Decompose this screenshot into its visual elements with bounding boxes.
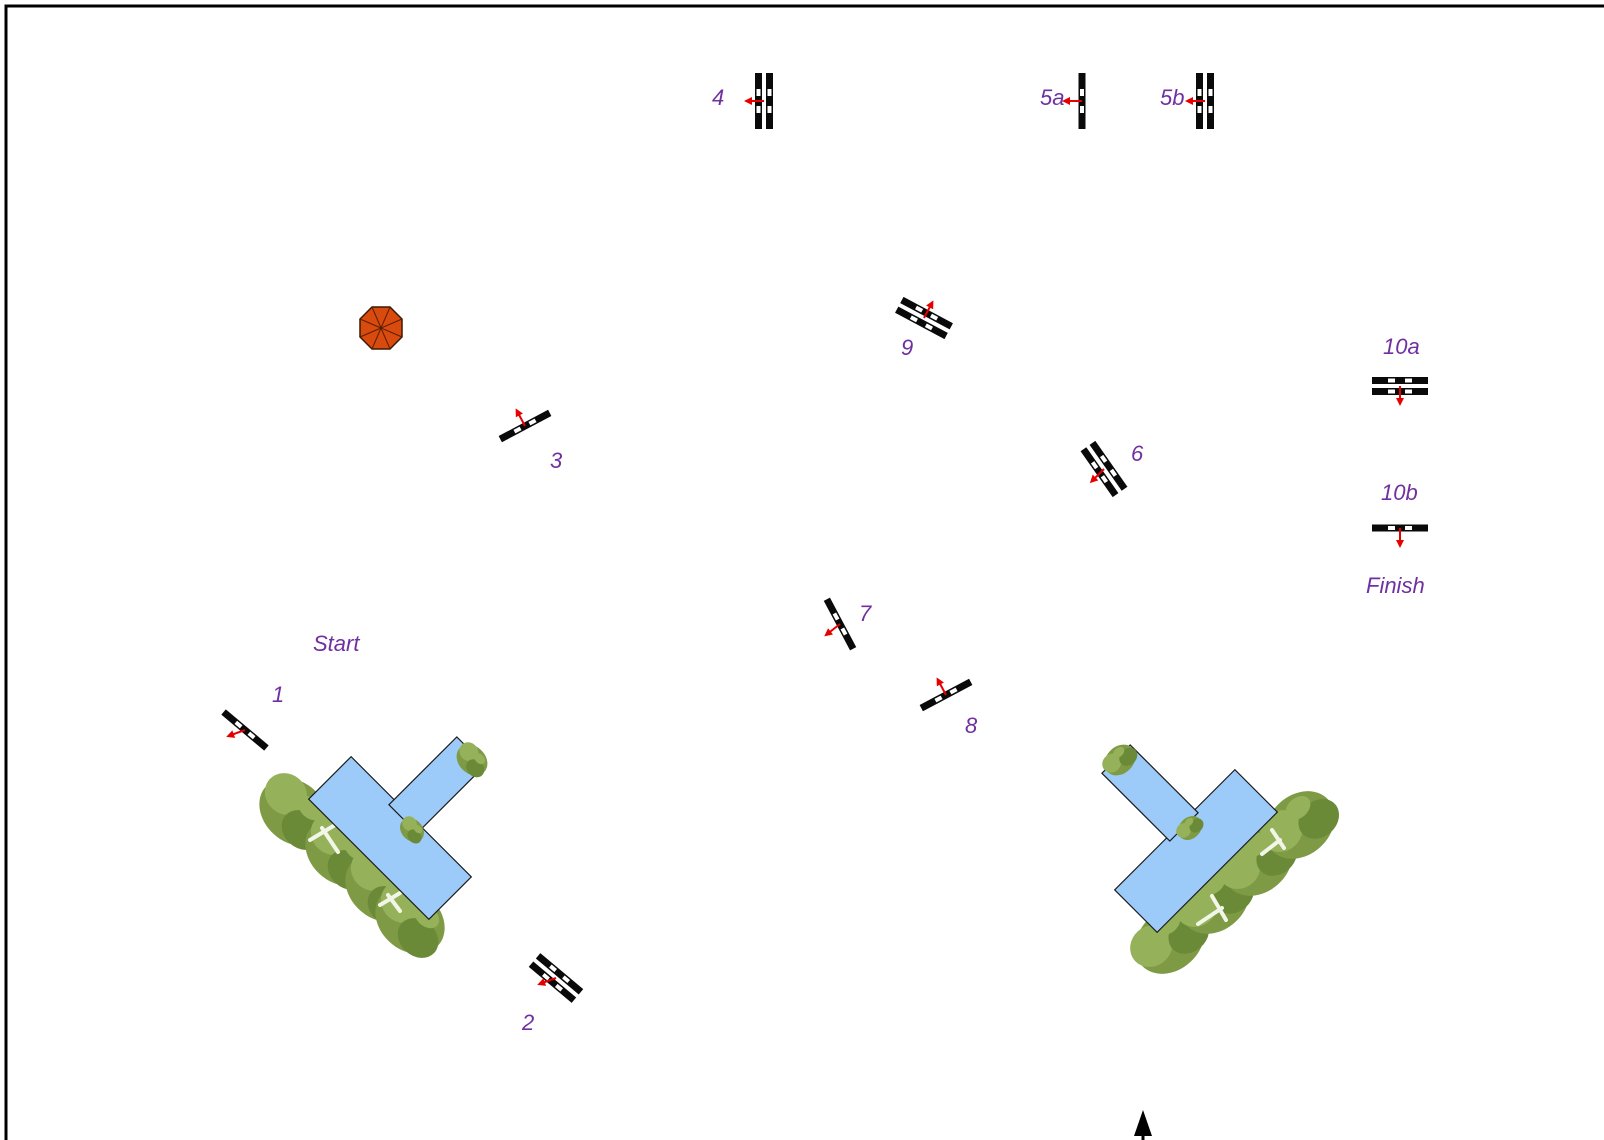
- start-label: Start: [313, 631, 360, 656]
- hedge-left-long: [244, 762, 460, 970]
- obstacle-label-7: 7: [859, 601, 872, 626]
- octagon-umbrella-icon: [359, 306, 403, 350]
- hedge-right-long: [1120, 775, 1350, 990]
- obstacle-label-6: 6: [1131, 441, 1144, 466]
- water-complex-left: [244, 736, 495, 970]
- obstacle-label-5b: 5b: [1160, 85, 1184, 110]
- obstacle-label-1: 1: [272, 682, 284, 707]
- obstacle-label-4: 4: [712, 85, 724, 110]
- obstacle-label-2: 2: [521, 1010, 534, 1035]
- obstacle-label-9: 9: [901, 335, 913, 360]
- obstacle-label-3: 3: [550, 448, 563, 473]
- arena-border: [4, 4, 1604, 1140]
- finish-label: Finish: [1366, 573, 1425, 598]
- obstacle-label-8: 8: [965, 713, 978, 738]
- obstacle-label-10a: 10a: [1383, 334, 1420, 359]
- obstacle-label-5a: 5a: [1040, 85, 1064, 110]
- obstacle-label-10b: 10b: [1381, 480, 1418, 505]
- water-complex-right: [1097, 737, 1350, 990]
- north-arrow-icon: [1134, 1110, 1152, 1140]
